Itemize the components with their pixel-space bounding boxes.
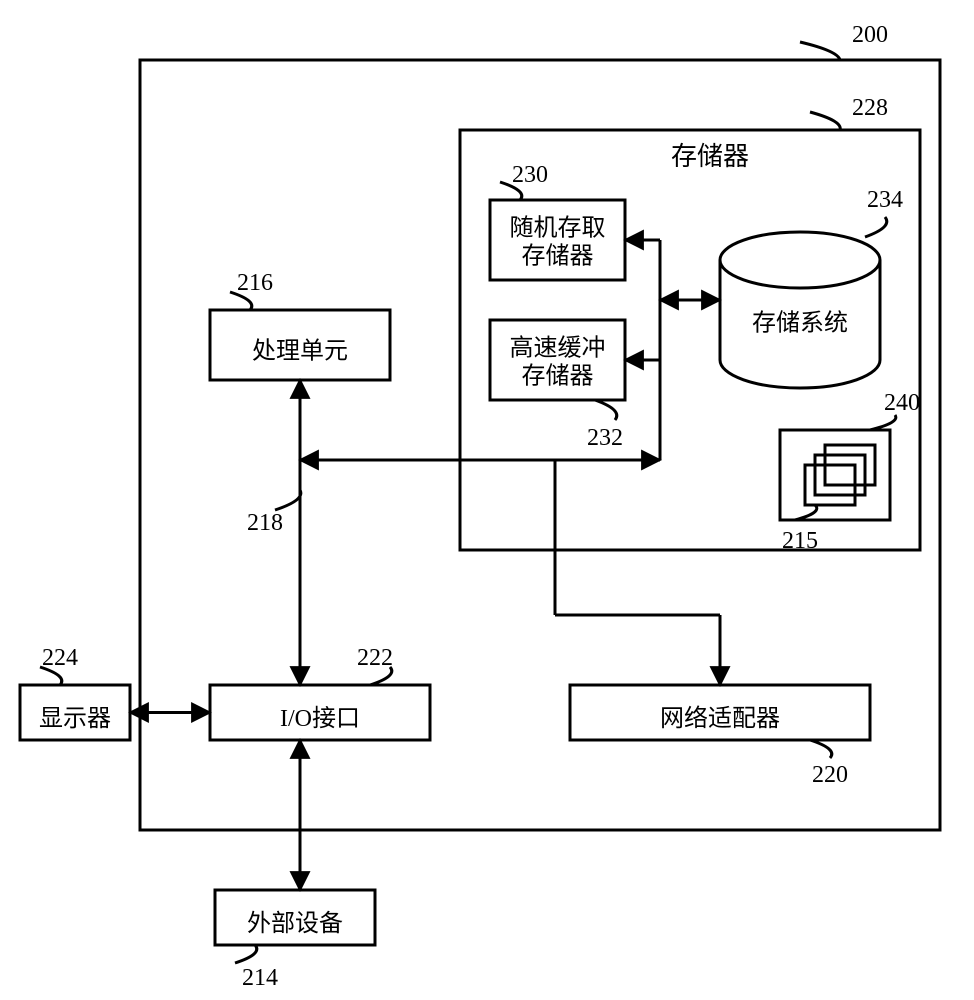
modules-leader xyxy=(870,415,896,430)
modules-ref: 240 xyxy=(884,390,920,416)
io-ref: 222 xyxy=(357,645,393,671)
external-leader xyxy=(235,945,257,963)
system-ref: 200 xyxy=(852,22,888,48)
storage-ref: 234 xyxy=(867,187,903,213)
cache-leader xyxy=(595,400,617,420)
ram-label2: 存储器 xyxy=(522,243,594,270)
bus-leader xyxy=(275,490,301,510)
memory-ref: 228 xyxy=(852,95,888,121)
cache-ref: 232 xyxy=(587,425,623,451)
external-ref: 214 xyxy=(242,965,278,991)
display-label: 显示器 xyxy=(39,706,111,732)
network-adapter-label: 网络适配器 xyxy=(660,705,780,732)
system-leader xyxy=(800,42,840,60)
cache-label1: 高速缓冲 xyxy=(510,335,606,362)
cache-label2: 存储器 xyxy=(522,363,594,390)
ram-label1: 随机存取 xyxy=(510,215,606,242)
storage-label: 存储系统 xyxy=(752,310,848,337)
network-ref: 220 xyxy=(812,762,848,788)
processing-unit-label: 处理单元 xyxy=(252,338,348,365)
storage-leader xyxy=(865,217,887,237)
bus-ref: 218 xyxy=(247,510,283,536)
network-leader xyxy=(810,740,832,758)
storage-top xyxy=(720,232,880,288)
processing-unit-ref: 216 xyxy=(237,270,273,296)
io-interface-label: I/O接口 xyxy=(280,705,360,732)
display-ref: 224 xyxy=(42,645,78,671)
modules2-leader xyxy=(795,505,817,520)
external-device-label: 外部设备 xyxy=(247,910,343,937)
memory-leader xyxy=(810,112,840,130)
memory-title: 存储器 xyxy=(671,142,749,171)
modules2-ref: 215 xyxy=(782,528,818,554)
ram-ref: 230 xyxy=(512,162,548,188)
